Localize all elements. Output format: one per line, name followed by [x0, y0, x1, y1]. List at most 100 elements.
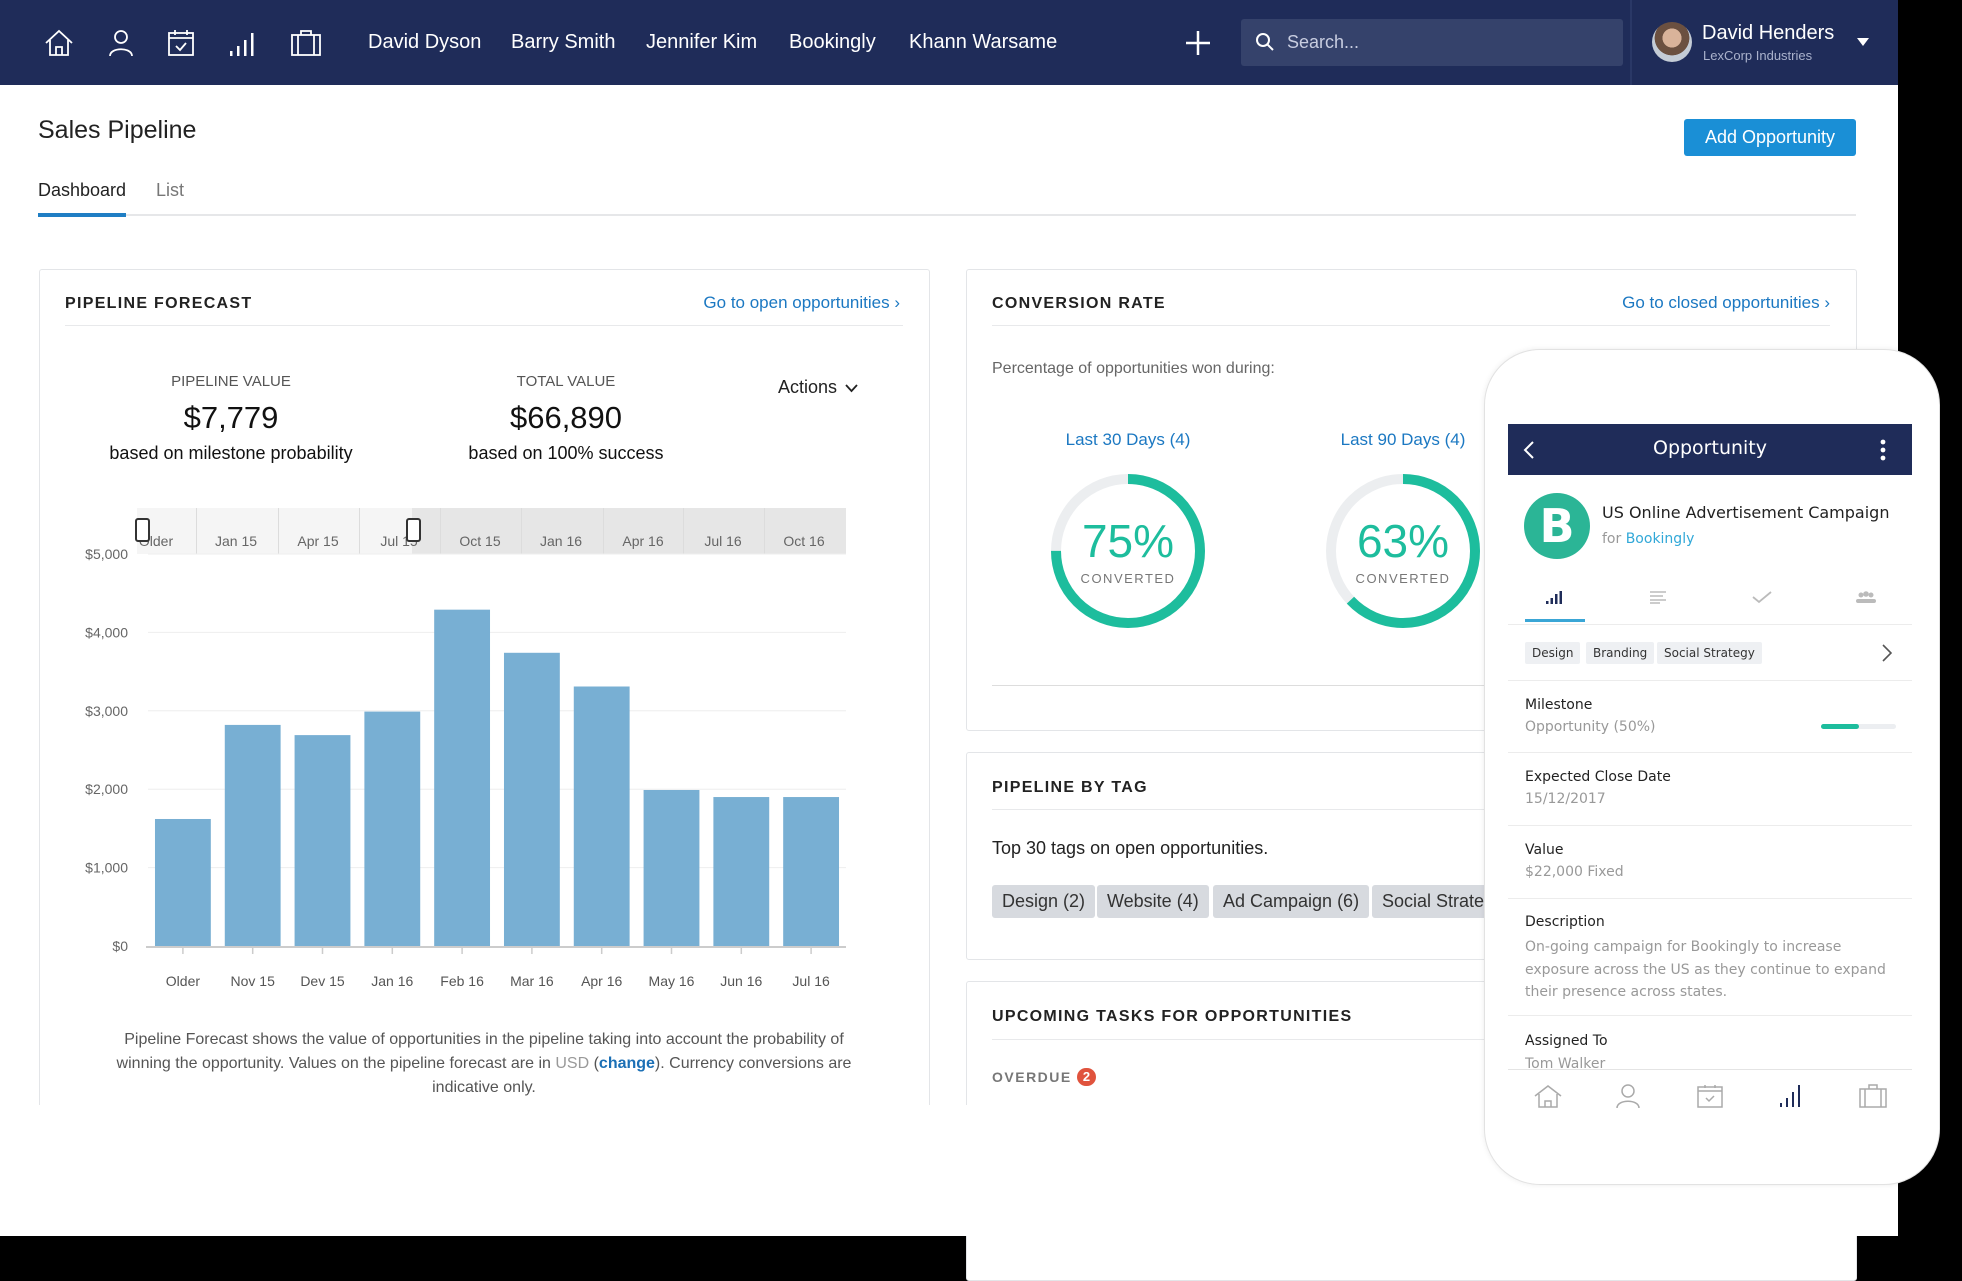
bar-chart-icon[interactable] [1545, 589, 1563, 605]
tab-dashboard[interactable]: Dashboard [38, 180, 127, 200]
tags-subtitle: Top 30 tags on open opportunities. [992, 838, 1269, 858]
tab-list[interactable]: List [156, 180, 185, 200]
caret-down-icon[interactable] [1857, 38, 1869, 46]
recent-jennifer-kim[interactable]: Jennifer Kim [646, 31, 758, 53]
x-tick-label: Apr 16 [581, 973, 622, 989]
bar-chart-icon[interactable] [226, 26, 260, 60]
bar [364, 711, 421, 946]
search-box[interactable] [1241, 19, 1623, 66]
open-opportunities-link[interactable]: Go to open opportunities › [703, 293, 900, 312]
recent-khann-warsame[interactable]: Khann Warsame [909, 31, 1058, 53]
bar [643, 789, 700, 946]
y-tick-label: $0 [112, 938, 128, 954]
tag-chip[interactable]: Design (2) [992, 885, 1096, 918]
user-icon[interactable] [1614, 1082, 1642, 1110]
closed-opportunities-link[interactable]: Go to closed opportunities › [1622, 293, 1830, 312]
navigator-label: Oct 15 [459, 533, 501, 549]
recent-bookingly[interactable]: Bookingly [789, 31, 876, 53]
top-navbar: David Dyson Barry Smith Jennifer Kim Boo… [0, 0, 1898, 85]
mobile-tag[interactable]: Branding [1586, 642, 1655, 664]
notes-icon[interactable] [1649, 590, 1667, 604]
actions-dropdown[interactable]: Actions [778, 377, 858, 398]
user-name[interactable]: David Henders [1702, 22, 1835, 44]
card-divider [992, 1039, 1830, 1040]
desc-line-3: indicative only. [432, 1079, 536, 1096]
rate-period-link[interactable]: Last 90 Days (4) [1340, 430, 1466, 449]
range-handle-left[interactable] [135, 518, 150, 542]
recent-barry-smith[interactable]: Barry Smith [511, 31, 616, 53]
gauge-fill [1051, 474, 1205, 628]
tag-chip[interactable]: Website (4) [1097, 885, 1209, 918]
pipeline-by-tag-title: PIPELINE BY TAG [992, 779, 1148, 796]
mobile-tag[interactable]: Social Strategy [1657, 642, 1762, 664]
desc-text: ). Currency conversions are [654, 1055, 852, 1072]
navigator-gridline [603, 508, 604, 554]
active-tab-indicator [38, 213, 126, 217]
bar-chart-icon[interactable] [1779, 1082, 1805, 1108]
check-icon[interactable] [1752, 590, 1772, 604]
conversion-gauge [1326, 474, 1480, 628]
mobile-divider [1508, 680, 1912, 681]
bar [503, 652, 560, 946]
close-date-value: 15/12/2017 [1525, 791, 1606, 807]
search-input[interactable] [1287, 19, 1607, 66]
mobile-divider [1508, 1015, 1912, 1016]
bar [783, 797, 840, 946]
description-line: On-going campaign for Bookingly to incre… [1525, 939, 1842, 955]
briefcase-icon[interactable] [1859, 1083, 1887, 1109]
calendar-icon[interactable] [1697, 1084, 1723, 1108]
page: David Dyson Barry Smith Jennifer Kim Boo… [0, 0, 1898, 1281]
range-selection[interactable] [137, 508, 412, 554]
pipeline-value-label: PIPELINE VALUE [171, 373, 291, 390]
mobile-active-tab-indicator [1525, 619, 1585, 622]
company-avatar: B [1524, 493, 1590, 559]
home-icon[interactable] [1533, 1083, 1563, 1109]
milestone-progress-bar [1821, 724, 1896, 729]
people-icon[interactable] [1855, 590, 1877, 604]
bar [434, 609, 491, 946]
tabs-divider [38, 214, 1856, 216]
navigator-label: Apr 15 [297, 533, 339, 549]
bar [294, 735, 351, 946]
tag-chip[interactable]: Ad Campaign (6) [1213, 885, 1370, 918]
search-icon [1256, 33, 1274, 51]
y-tick-label: $5,000 [85, 546, 128, 562]
more-options-icon[interactable] [1879, 438, 1887, 462]
desc-text: winning the opportunity. Values on the p… [116, 1055, 556, 1072]
back-arrow-icon[interactable] [1522, 440, 1536, 460]
change-currency-link[interactable]: change [598, 1055, 655, 1072]
x-tick-label: Jan 16 [371, 973, 413, 989]
mobile-tag[interactable]: Design [1525, 642, 1581, 664]
navigator-gridline [764, 508, 765, 554]
range-handle-right[interactable] [406, 518, 421, 542]
chevron-right-icon[interactable] [1882, 644, 1892, 662]
card-divider [65, 325, 903, 326]
converted-caption: CONVERTED [1080, 571, 1176, 586]
x-tick-label: Dev 15 [300, 973, 345, 989]
currency-code: USD [555, 1055, 590, 1072]
navigator-label: Oct 16 [783, 533, 825, 549]
value-label: Value [1525, 842, 1564, 858]
description-line: their presence across states. [1525, 984, 1728, 1000]
briefcase-icon[interactable] [289, 26, 323, 60]
upcoming-tasks-title: UPCOMING TASKS FOR OPPORTUNITIES [992, 1008, 1353, 1025]
add-opportunity-button[interactable]: Add Opportunity [1684, 119, 1856, 156]
mobile-divider [1508, 752, 1912, 753]
user-icon[interactable] [104, 26, 138, 60]
opportunity-title: US Online Advertisement Campaign [1602, 503, 1890, 522]
navigator-gridline [278, 508, 279, 554]
recent-david-dyson[interactable]: David Dyson [368, 31, 482, 53]
company-link[interactable]: Bookingly [1625, 531, 1695, 547]
home-icon[interactable] [42, 26, 76, 60]
navigator-gridline [359, 508, 360, 554]
rate-period-link[interactable]: Last 30 Days (4) [1065, 430, 1191, 449]
plus-icon[interactable] [1185, 30, 1211, 56]
navigator-label: Jul 16 [704, 533, 742, 549]
navigator-gridline [683, 508, 684, 554]
desc-line-1: Pipeline Forecast shows the value of opp… [124, 1031, 844, 1048]
calendar-icon[interactable] [164, 26, 198, 60]
chevron-down-icon [845, 384, 858, 393]
opportunity-company: for Bookingly [1602, 531, 1694, 547]
avatar[interactable] [1652, 22, 1692, 62]
description-line: exposure across the US as they continue … [1525, 961, 1886, 978]
